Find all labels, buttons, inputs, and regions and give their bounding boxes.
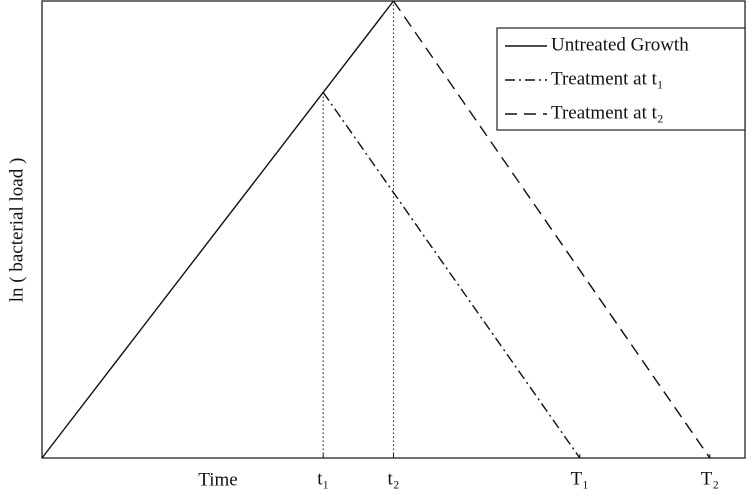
y-axis-label: ln ( bacterial load ) [6, 158, 27, 303]
x-tick-label: T₂ [701, 468, 719, 489]
legend-label: Treatment at t₁ [551, 68, 664, 89]
series-line [41, 0, 395, 459]
legend-box [496, 27, 746, 131]
legend-label: Untreated Growth [551, 34, 689, 55]
x-axis-label: Time [198, 469, 237, 490]
series-line [322, 91, 581, 459]
x-tick-label: t₁ [317, 468, 329, 489]
x-tick-label: T₁ [571, 468, 589, 489]
x-tick-label: t₂ [388, 468, 400, 489]
legend-label: Treatment at t₂ [551, 102, 664, 123]
series-line [392, 0, 711, 459]
